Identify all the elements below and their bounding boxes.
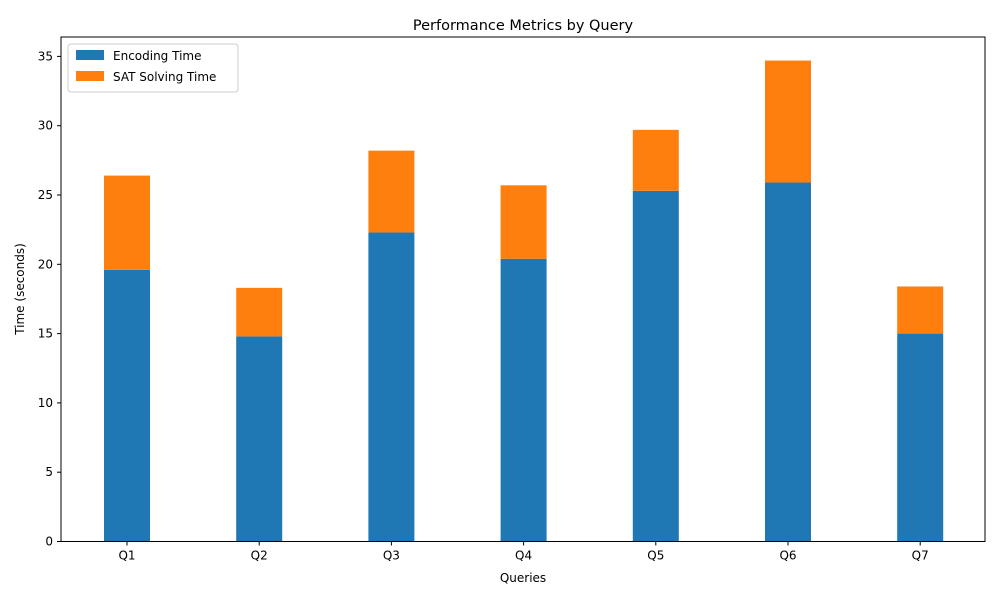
bar-encoding-time-q4 xyxy=(500,258,547,542)
bar-sat-solving-time-q1 xyxy=(104,175,150,270)
x-tick-label: Q1 xyxy=(118,549,135,563)
legend: Encoding Time SAT Solving Time xyxy=(67,43,239,93)
bar-encoding-time-q5 xyxy=(632,190,679,542)
bar-sat-solving-time-q5 xyxy=(632,129,679,191)
y-axis-label: Time (seconds) xyxy=(13,243,27,336)
bar-sat-solving-time-q2 xyxy=(236,287,283,337)
legend-swatch-sat-solving xyxy=(76,71,104,81)
x-tick-label: Q3 xyxy=(383,549,400,563)
x-axis-ticks: Q1 Q2 Q3 Q4 Q5 Q6 Q7 xyxy=(118,541,929,563)
x-axis-label: Queries xyxy=(500,571,546,585)
plot-frame xyxy=(60,36,986,542)
y-tick-label: 0 xyxy=(45,535,53,549)
y-tick-label: 10 xyxy=(38,396,53,410)
x-tick-label: Q2 xyxy=(251,549,268,563)
bar-encoding-time-q3 xyxy=(368,232,415,542)
bar-sat-solving-time-q3 xyxy=(368,150,415,233)
y-tick-label: 30 xyxy=(38,119,53,133)
y-tick-label: 20 xyxy=(38,257,53,271)
y-tick-label: 15 xyxy=(38,327,53,341)
legend-swatch-encoding xyxy=(76,50,104,60)
bar-encoding-time-q2 xyxy=(236,336,283,542)
x-tick-label: Q6 xyxy=(779,549,796,563)
bar-encoding-time-q1 xyxy=(104,269,150,542)
x-tick-label: Q7 xyxy=(912,549,929,563)
y-tick-label: 35 xyxy=(38,49,53,63)
x-tick-label: Q5 xyxy=(647,549,664,563)
chart-title: Performance Metrics by Query xyxy=(413,18,634,34)
legend-box xyxy=(67,43,239,93)
bar-encoding-time-q7 xyxy=(897,333,944,542)
bar-sat-solving-time-q6 xyxy=(765,60,811,183)
bar-sat-solving-time-q4 xyxy=(500,185,547,259)
y-tick-label: 5 xyxy=(45,465,53,479)
y-tick-label: 25 xyxy=(38,188,53,202)
bar-encoding-time-q6 xyxy=(765,182,811,542)
bar-sat-solving-time-q7 xyxy=(897,286,944,334)
plot-area: Q1 Q2 Q3 Q4 Q5 Q6 Q7 0 5 10 15 20 25 30 35 xyxy=(38,36,986,563)
x-tick-label: Q4 xyxy=(515,549,532,563)
legend-label-sat-solving: SAT Solving Time xyxy=(113,70,216,84)
legend-label-encoding: Encoding Time xyxy=(113,49,201,63)
y-axis-ticks: 0 5 10 15 20 25 30 35 xyxy=(38,49,61,549)
bars-layer xyxy=(104,60,944,542)
